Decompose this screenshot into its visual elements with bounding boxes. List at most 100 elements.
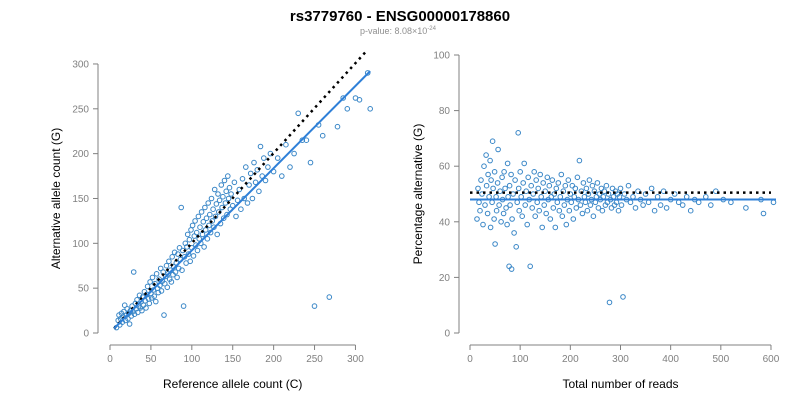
- data-point: [143, 305, 149, 311]
- y-tick-label: 0: [83, 329, 89, 340]
- data-point: [158, 288, 165, 294]
- data-point: [364, 70, 371, 76]
- data-point: [126, 321, 133, 327]
- data-point: [225, 195, 232, 202]
- data-point: [574, 174, 581, 181]
- data-point: [247, 170, 254, 177]
- data-point: [474, 216, 480, 222]
- y-tick-label: 80: [439, 106, 451, 117]
- data-point: [557, 194, 564, 200]
- data-point: [252, 179, 259, 186]
- data-point: [504, 221, 510, 228]
- data-point: [551, 191, 558, 197]
- data-point: [621, 191, 628, 197]
- data-point: [491, 169, 498, 175]
- data-point: [299, 137, 306, 143]
- data-point: [218, 182, 225, 188]
- data-point: [562, 182, 569, 189]
- data-point: [541, 202, 548, 208]
- data-point: [496, 202, 502, 208]
- x-tick-label: 400: [662, 354, 679, 365]
- data-point: [648, 185, 655, 192]
- y-tick-label: 300: [72, 59, 89, 70]
- data-point: [221, 177, 228, 184]
- data-point: [687, 207, 694, 214]
- data-point: [618, 202, 625, 208]
- x-tick-label: 300: [612, 354, 629, 365]
- data-point: [340, 95, 347, 101]
- data-point: [274, 155, 281, 161]
- data-point: [683, 194, 690, 200]
- data-point: [561, 202, 568, 208]
- data-point: [189, 222, 196, 229]
- data-point: [500, 210, 507, 217]
- data-point: [514, 199, 521, 206]
- data-point: [249, 195, 256, 202]
- y-tick-label: 200: [72, 149, 89, 160]
- data-point: [531, 169, 538, 175]
- data-point: [291, 150, 297, 157]
- data-points: [474, 130, 777, 306]
- data-point: [518, 194, 525, 200]
- data-point: [356, 97, 363, 103]
- data-point: [594, 180, 601, 186]
- data-point: [201, 244, 207, 250]
- x-tick-label: 300: [347, 354, 364, 365]
- x-tick-label: 0: [107, 354, 113, 365]
- data-point: [483, 182, 490, 189]
- x-tick-label: 100: [183, 354, 200, 365]
- data-point: [586, 177, 593, 183]
- data-point: [547, 216, 554, 222]
- data-point: [595, 205, 602, 211]
- data-point: [615, 207, 622, 214]
- data-point: [546, 182, 553, 189]
- data-point: [193, 229, 200, 236]
- data-point: [540, 180, 547, 186]
- data-point: [168, 279, 175, 285]
- x-axis-title: Total number of reads: [562, 377, 678, 391]
- data-point: [121, 302, 128, 309]
- data-point: [609, 185, 616, 192]
- data-point: [566, 207, 573, 214]
- data-point: [651, 207, 658, 214]
- data-point: [743, 205, 749, 211]
- data-point: [225, 173, 231, 179]
- data-point: [516, 207, 523, 214]
- data-point: [519, 213, 526, 219]
- data-point: [166, 258, 172, 265]
- data-point: [567, 191, 574, 197]
- data-point: [344, 106, 351, 112]
- data-point: [480, 221, 486, 228]
- data-point: [169, 253, 175, 260]
- data-point: [205, 200, 211, 206]
- data-point: [144, 283, 151, 290]
- data-point: [184, 231, 191, 238]
- data-point: [520, 180, 527, 186]
- data-point: [188, 227, 194, 233]
- y-tick-label: 40: [439, 217, 451, 228]
- data-point: [208, 195, 215, 202]
- y-axis-title: Alternative allele count (G): [49, 128, 63, 269]
- y-tick-label: 20: [439, 273, 451, 284]
- data-point: [600, 194, 607, 200]
- data-point: [190, 253, 197, 259]
- data-point: [262, 177, 269, 184]
- data-point: [479, 191, 485, 197]
- data-point: [577, 202, 584, 208]
- data-point: [228, 191, 234, 197]
- data-point: [153, 298, 159, 305]
- data-point: [627, 199, 634, 206]
- data-point: [708, 202, 714, 208]
- data-point: [209, 218, 216, 224]
- figure-subtitle: p-value: 8.08×10-24: [360, 26, 437, 36]
- data-point: [508, 266, 515, 272]
- data-point: [569, 182, 576, 189]
- data-point: [532, 213, 539, 219]
- data-point: [498, 219, 504, 225]
- data-point: [224, 211, 230, 218]
- data-point: [509, 216, 515, 222]
- data-point: [559, 213, 566, 219]
- y-tick-label: 100: [433, 51, 450, 62]
